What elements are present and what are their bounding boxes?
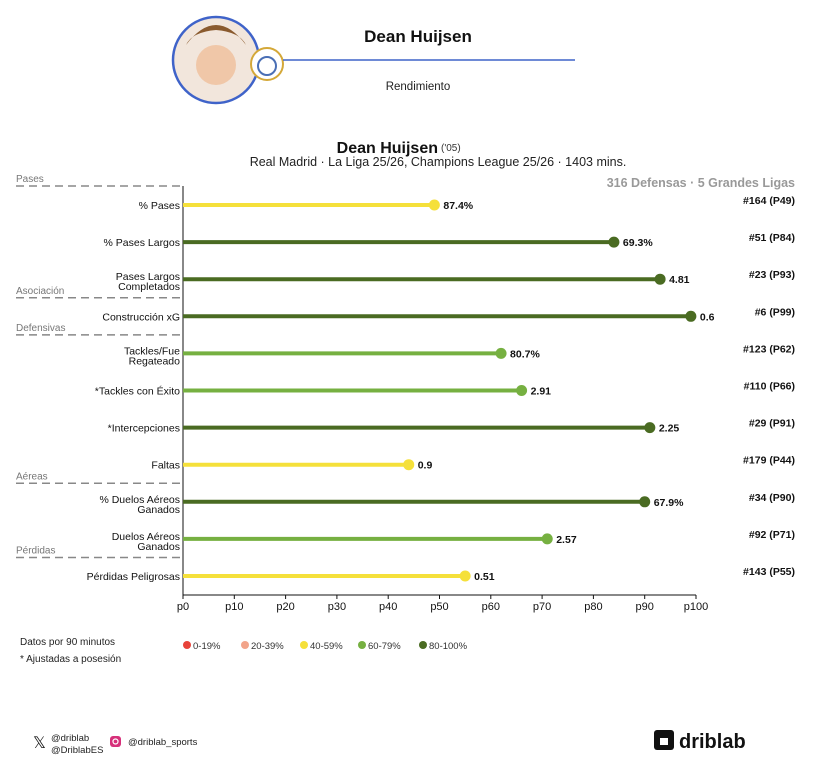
metric-rank: #110 (P66) <box>744 381 795 393</box>
metric-label: Ganados <box>137 541 180 553</box>
metric-value: 2.25 <box>659 423 680 435</box>
metric-dot <box>403 459 415 471</box>
metric-value: 0.51 <box>474 571 495 583</box>
twitter-handle-1[interactable]: @driblab <box>51 733 89 744</box>
metric-label: Regateado <box>129 355 181 367</box>
metric-dot <box>495 347 507 359</box>
metric-label: % Pases Largos <box>104 237 180 249</box>
metric-value: 2.57 <box>556 534 577 546</box>
legend-label: 60-79% <box>368 641 401 652</box>
legend-swatch <box>183 641 191 649</box>
metric-dot <box>516 385 528 396</box>
metric-rank: #6 (P99) <box>755 306 795 318</box>
x-tick-label: p20 <box>276 601 294 613</box>
metric-value: 4.81 <box>669 274 690 286</box>
note-per90: Datos por 90 minutos <box>20 637 115 648</box>
legend-label: 40-59% <box>310 641 343 652</box>
metric-value: 2.91 <box>531 386 552 398</box>
metric-value: 80.7% <box>510 348 540 360</box>
twitter-handle-2[interactable]: @DriblabES <box>51 745 103 756</box>
x-tick-label: p0 <box>177 601 189 613</box>
metric-label: Duelos Aéreos <box>112 531 180 543</box>
metric-dot <box>644 422 656 434</box>
x-tick-label: p60 <box>482 601 500 613</box>
metric-label: % Duelos Aéreos <box>99 494 180 506</box>
chart-subtitle: Real Madrid · La Liga 25/26, Champions L… <box>250 155 627 169</box>
crest-ring <box>257 56 277 76</box>
metric-rank: #179 (P44) <box>743 455 795 467</box>
metric-rank: #34 (P90) <box>749 492 795 504</box>
legend-swatch <box>300 641 308 649</box>
x-tick-label: p80 <box>584 601 602 613</box>
x-tick-label: p40 <box>379 601 397 613</box>
metric-value: 0.9 <box>418 460 433 472</box>
x-twitter-icon: 𝕏 <box>33 735 46 752</box>
x-tick-label: p90 <box>636 601 654 613</box>
metric-label: Tackles/Fue <box>124 345 180 357</box>
legend-label: 80-100% <box>429 641 468 652</box>
legend-label: 20-39% <box>251 641 284 652</box>
metric-rank: #29 (P91) <box>749 418 795 430</box>
plot-area: p0 p10 p20 p30 p40 p50 p60 p70 p80 p90 p100 Pases As… <box>16 174 795 613</box>
metric-label: Faltas <box>151 460 180 472</box>
section-label: Aéreas <box>16 471 48 482</box>
note-possession: * Ajustadas a posesión <box>20 654 121 665</box>
metric-label: *Tackles con Éxito <box>95 385 180 398</box>
header-player-name: Dean Huijsen <box>364 27 472 46</box>
legend-swatch <box>241 641 249 649</box>
metric-dot <box>639 496 651 508</box>
legend-swatch <box>419 641 427 649</box>
metric-label: Ganados <box>137 504 180 516</box>
metric-rank: #164 (P49) <box>743 195 795 207</box>
section-label: Asociación <box>16 286 64 297</box>
metric-label: *Intercepciones <box>108 423 180 435</box>
metric-rank: #51 (P84) <box>749 232 795 244</box>
chart-title: Dean Huijsen <box>337 140 438 157</box>
metric-dot <box>685 310 697 322</box>
metric-rank: #23 (P93) <box>749 269 795 281</box>
chart-title-suffix: ('05) <box>441 143 461 154</box>
header-subtitle: Rendimiento <box>386 81 451 93</box>
metric-label: Completados <box>118 281 180 293</box>
metric-rank: #143 (P55) <box>743 566 795 578</box>
metric-value: 87.4% <box>443 200 473 212</box>
metric-dot <box>654 273 666 285</box>
section-label: Pérdidas <box>16 546 55 557</box>
x-tick-label: p50 <box>430 601 448 613</box>
x-tick-label: p70 <box>533 601 551 613</box>
instagram-icon-lens <box>112 738 119 745</box>
metric-dot <box>459 570 471 582</box>
header: Dean Huijsen Rendimiento <box>171 15 575 105</box>
instagram-icon <box>110 736 121 747</box>
metric-rank: #123 (P62) <box>743 343 795 355</box>
x-tick-label: p30 <box>328 601 346 613</box>
metric-label: % Pases <box>139 200 180 212</box>
metric-value: 69.3% <box>623 237 653 249</box>
avatar-hair <box>186 25 246 45</box>
metric-label: Pérdidas Peligrosas <box>87 571 180 583</box>
driblab-logo-mark <box>660 738 668 745</box>
x-tick-label: p10 <box>225 601 243 613</box>
metric-dot <box>541 533 553 545</box>
metric-rank: #92 (P71) <box>749 529 795 541</box>
metric-value: 67.9% <box>654 497 684 509</box>
section-label: Defensivas <box>16 323 65 334</box>
metric-dot <box>428 199 440 211</box>
metric-value: 0.6 <box>700 311 715 323</box>
legend: 0-19% 20-39% 40-59% 60-79% 80-100% <box>183 641 468 652</box>
instagram-handle[interactable]: @driblab_sports <box>128 737 198 748</box>
avatar-face <box>196 45 236 85</box>
x-tick-label: p100 <box>684 601 708 613</box>
legend-label: 0-19% <box>193 641 221 652</box>
driblab-brand: driblab <box>679 731 746 753</box>
metric-dot <box>608 236 620 248</box>
legend-swatch <box>358 641 366 649</box>
metric-label: Pases Largos <box>116 271 180 283</box>
section-label: Pases <box>16 174 44 185</box>
metric-label: Construcción xG <box>102 311 180 323</box>
comparison-group: 316 Defensas · 5 Grandes Ligas <box>607 176 795 190</box>
